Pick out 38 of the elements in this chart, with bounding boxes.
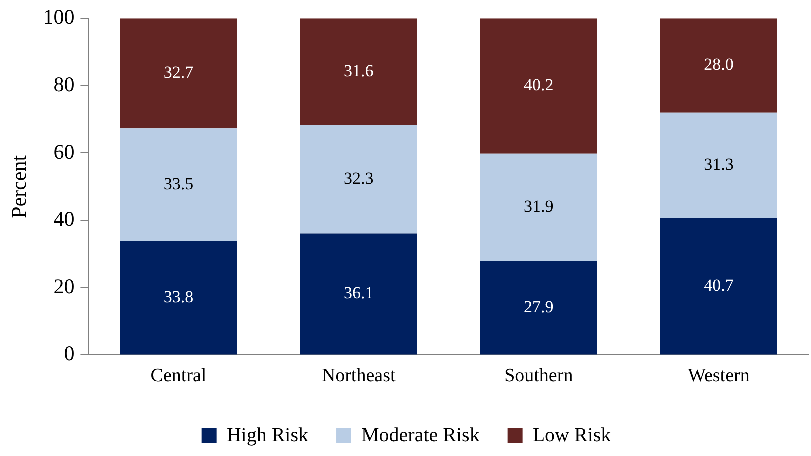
y-tick-label: 100 (43, 5, 75, 30)
data-label: 33.5 (164, 174, 194, 194)
data-label: 31.6 (344, 61, 374, 80)
y-tick-label: 80 (54, 72, 75, 96)
data-label: 27.9 (524, 297, 554, 316)
y-tick-label: 40 (54, 207, 75, 232)
bar (660, 18, 778, 113)
x-tick-label: Northeast (322, 366, 396, 387)
data-label: 40.2 (524, 76, 554, 95)
bar (120, 241, 238, 355)
bar (660, 112, 778, 218)
legend-label: Low Risk (532, 424, 612, 446)
y-tick-label: 60 (54, 140, 75, 164)
y-tick-label: 20 (54, 274, 75, 298)
data-label: 32.7 (164, 63, 194, 82)
bar (480, 154, 598, 262)
data-label: 33.8 (164, 288, 194, 307)
y-axis-title: Percent (7, 155, 32, 218)
bar (660, 218, 778, 355)
data-label: 28.0 (704, 55, 734, 74)
legend-label: Moderate Risk (362, 424, 480, 446)
x-tick-label: Central (150, 366, 207, 387)
bar (480, 261, 598, 355)
legend-label: High Risk (226, 424, 309, 446)
data-label: 36.1 (344, 284, 374, 303)
y-tick-label: 0 (64, 342, 75, 366)
data-label: 31.9 (524, 197, 554, 216)
bar (300, 124, 418, 234)
bar (480, 18, 598, 154)
data-label: 31.3 (704, 154, 734, 174)
bar (120, 18, 238, 129)
bar (300, 18, 418, 125)
bar (300, 234, 418, 355)
data-label: 32.3 (344, 168, 374, 188)
bar (120, 128, 238, 242)
x-tick-label: Southern (504, 366, 574, 387)
data-label: 40.7 (704, 276, 734, 295)
x-tick-label: Western (688, 366, 750, 387)
